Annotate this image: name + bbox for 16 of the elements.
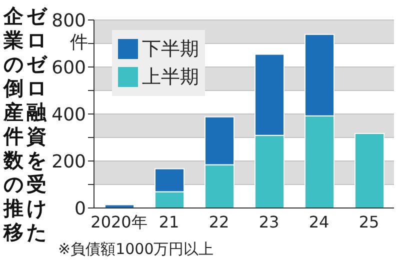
x-tick-label: 2020年 [90,212,148,232]
y-tick-label: 600 [52,57,86,78]
y-tick-label: 200 [52,151,86,172]
y-tick-label: 400 [52,104,86,126]
legend-label: 上半期 [142,65,199,90]
legend-label: 下半期 [142,37,199,62]
chart-title: ゼロゼロ融資を受けた企業の倒産件数の推移 [4,4,46,244]
x-tick-label: 23 [258,212,280,232]
x-tick-label: 25 [358,212,380,232]
text: ※負債額1000万円以上 [58,240,214,259]
y-axis-title: 件 [70,31,88,54]
x-tick-label: 21 [158,212,180,232]
y-tick-label: 800 [52,10,86,32]
y-tick-label: 0 [74,198,86,220]
x-tick-label: 22 [208,212,230,232]
x-tick-label: 24 [308,212,330,232]
